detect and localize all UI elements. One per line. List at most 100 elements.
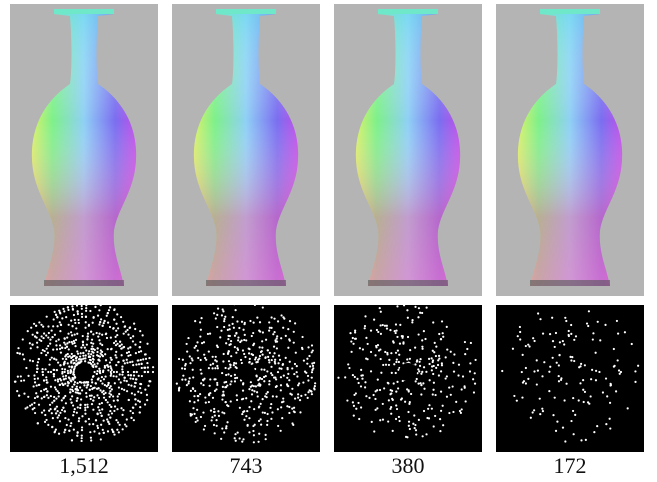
light-dot	[280, 389, 282, 391]
light-dot	[76, 435, 78, 437]
light-dot	[259, 385, 261, 387]
light-dot	[276, 347, 278, 349]
light-dot	[66, 424, 68, 426]
light-dot	[130, 374, 132, 376]
light-dot	[314, 385, 316, 387]
light-dot	[148, 357, 150, 359]
light-dot	[110, 375, 112, 377]
light-dot	[81, 313, 83, 315]
light-dot	[409, 401, 411, 403]
light-dot	[86, 344, 88, 346]
light-dot	[422, 382, 424, 384]
light-dot	[201, 342, 203, 344]
light-dot	[88, 350, 90, 352]
light-dot	[131, 361, 133, 363]
light-dot	[104, 384, 106, 386]
light-dot	[114, 405, 116, 407]
light-dot	[288, 406, 290, 408]
light-dot	[71, 439, 73, 441]
light-dot	[101, 402, 103, 404]
light-dot	[197, 399, 199, 401]
light-dot	[501, 370, 503, 372]
light-dot	[102, 371, 104, 373]
light-dot	[113, 375, 115, 377]
light-dot	[96, 413, 98, 415]
light-dot	[116, 334, 118, 336]
light-dot	[442, 405, 444, 407]
light-dot	[100, 349, 102, 351]
light-dot	[95, 419, 97, 421]
light-dot	[438, 374, 440, 376]
light-dot	[200, 317, 202, 319]
light-dot	[61, 347, 63, 349]
light-dot	[292, 424, 294, 426]
light-dot	[34, 412, 36, 414]
light-dot	[580, 439, 582, 441]
light-dot	[266, 420, 268, 422]
light-dot	[280, 384, 282, 386]
light-dot	[134, 382, 136, 384]
light-dot	[291, 388, 293, 390]
light-dot	[84, 407, 86, 409]
light-dot	[432, 393, 434, 395]
light-dot	[49, 339, 51, 341]
light-dot	[238, 327, 240, 329]
light-dot	[272, 333, 274, 335]
light-dot	[33, 402, 35, 404]
light-dot	[199, 321, 201, 323]
light-dot	[68, 341, 70, 343]
light-dot	[126, 390, 128, 392]
light-dot	[541, 408, 543, 410]
light-dot	[311, 362, 313, 364]
light-dot	[97, 427, 99, 429]
light-dot	[40, 352, 42, 354]
light-dot	[565, 320, 567, 322]
light-dot	[422, 435, 424, 437]
light-dot	[98, 432, 100, 434]
light-dot	[286, 385, 288, 387]
light-dot	[261, 340, 263, 342]
light-dot	[224, 367, 226, 369]
light-dot	[101, 408, 103, 410]
light-dot	[97, 406, 99, 408]
light-dot	[512, 348, 514, 350]
light-dot	[233, 303, 235, 305]
light-dot	[83, 382, 85, 384]
light-dot	[268, 359, 270, 361]
light-dot	[52, 325, 54, 327]
light-dot	[448, 412, 450, 414]
light-dot	[186, 384, 188, 386]
light-dot	[141, 375, 143, 377]
light-dot	[346, 399, 348, 401]
light-dot	[69, 388, 71, 390]
light-dot	[280, 368, 282, 370]
light-dot	[281, 417, 283, 419]
light-dot	[68, 430, 70, 432]
light-dot	[64, 371, 66, 373]
light-dot	[77, 432, 79, 434]
light-dot	[52, 417, 54, 419]
light-dot	[554, 397, 556, 399]
light-dot	[45, 376, 47, 378]
light-dot	[253, 434, 255, 436]
light-dot	[440, 410, 442, 412]
light-dot	[592, 332, 594, 334]
light-dot	[205, 359, 207, 361]
light-dot	[258, 406, 260, 408]
light-dot	[294, 397, 296, 399]
light-dot	[106, 385, 108, 387]
light-dot	[452, 362, 454, 364]
light-dot	[307, 379, 309, 381]
light-dot	[68, 348, 70, 350]
light-dot	[280, 314, 282, 316]
light-dot	[35, 325, 37, 327]
light-dot	[147, 385, 149, 387]
light-dot	[255, 375, 257, 377]
light-dot	[132, 364, 134, 366]
light-dot	[87, 362, 89, 364]
light-dot	[222, 360, 224, 362]
light-dot	[107, 401, 109, 403]
light-dot	[89, 389, 91, 391]
light-dot	[54, 311, 56, 313]
light-dot	[234, 377, 236, 379]
